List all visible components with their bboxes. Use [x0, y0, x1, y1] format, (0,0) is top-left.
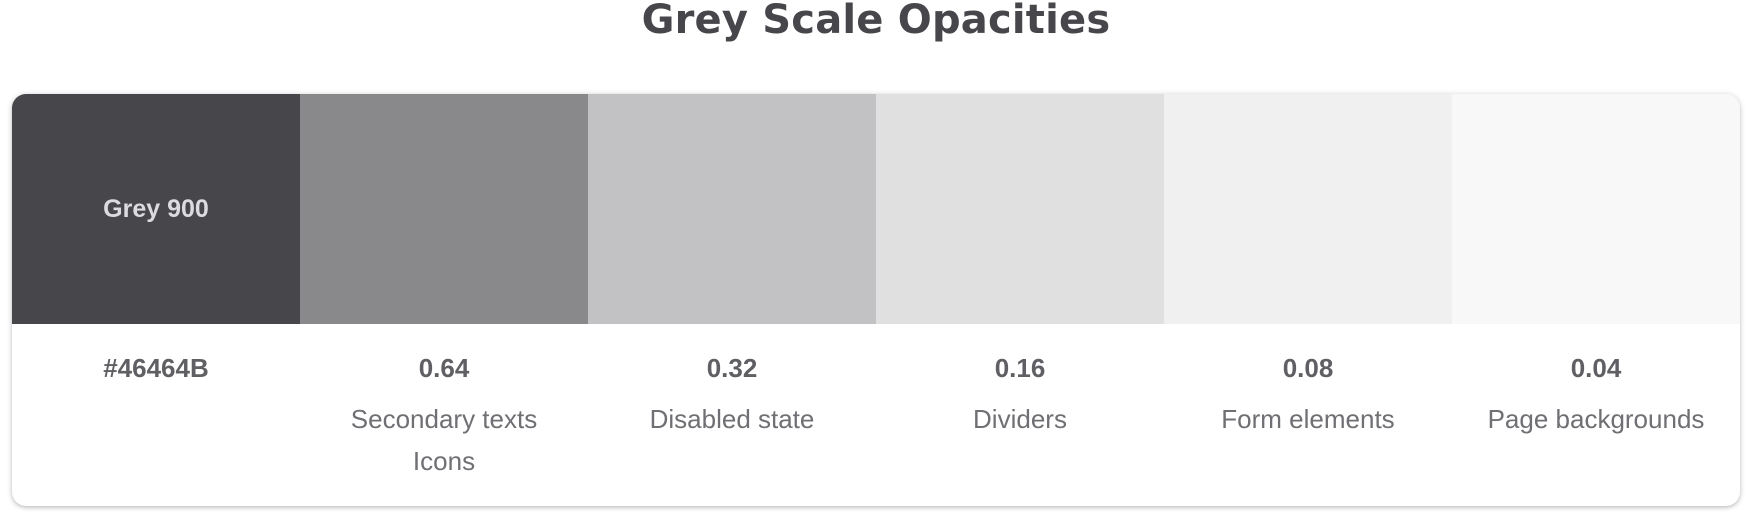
color-swatch: [300, 94, 588, 324]
swatch-column-grey-900: Grey 900 #46464B: [12, 94, 300, 506]
swatch-column-0-04: 0.04 Page backgrounds: [1452, 94, 1740, 506]
swatch-usage-line: Dividers: [973, 404, 1067, 434]
page-title: Grey Scale Opacities: [641, 0, 1111, 43]
swatch-info: 0.08 Form elements: [1164, 324, 1452, 506]
swatch-usage: Page backgrounds: [1452, 398, 1740, 440]
color-swatch: [876, 94, 1164, 324]
swatch-usage-line: Form elements: [1221, 404, 1395, 434]
swatch-value: 0.08: [1282, 353, 1334, 383]
swatch-value: #46464B: [103, 353, 209, 383]
swatch-usage: Disabled state: [588, 398, 876, 440]
swatch-usage: Form elements: [1164, 398, 1452, 440]
swatch-usage-line: Secondary texts: [350, 404, 538, 434]
swatch-info: 0.16 Dividers: [876, 324, 1164, 506]
swatch-label: Grey 900: [103, 194, 209, 223]
swatch-value: 0.04: [1570, 353, 1622, 383]
swatch-usage-line: Page backgrounds: [1487, 404, 1705, 434]
swatch-column-0-08: 0.08 Form elements: [1164, 94, 1452, 506]
swatch-usage: Secondary texts Icons: [300, 398, 588, 482]
grey-scale-card: Grey 900 #46464B 0.64 Secondary texts Ic…: [12, 94, 1740, 506]
swatch-info: 0.04 Page backgrounds: [1452, 324, 1740, 506]
color-swatch: [588, 94, 876, 324]
swatch-value: 0.32: [706, 353, 758, 383]
swatch-usage: Dividers: [876, 398, 1164, 440]
swatch-info: #46464B: [12, 324, 300, 506]
color-swatch: [1164, 94, 1452, 324]
swatch-value: 0.16: [994, 353, 1046, 383]
swatch-usage-line: Icons: [412, 446, 476, 476]
swatch-info: 0.64 Secondary texts Icons: [300, 324, 588, 506]
swatch-info: 0.32 Disabled state: [588, 324, 876, 506]
swatch-column-0-64: 0.64 Secondary texts Icons: [300, 94, 588, 506]
swatch-usage-line: Disabled state: [649, 404, 815, 434]
swatch-column-0-16: 0.16 Dividers: [876, 94, 1164, 506]
color-swatch: Grey 900: [12, 94, 300, 324]
swatch-value: 0.64: [418, 353, 470, 383]
color-swatch: [1452, 94, 1740, 324]
swatch-column-0-32: 0.32 Disabled state: [588, 94, 876, 506]
